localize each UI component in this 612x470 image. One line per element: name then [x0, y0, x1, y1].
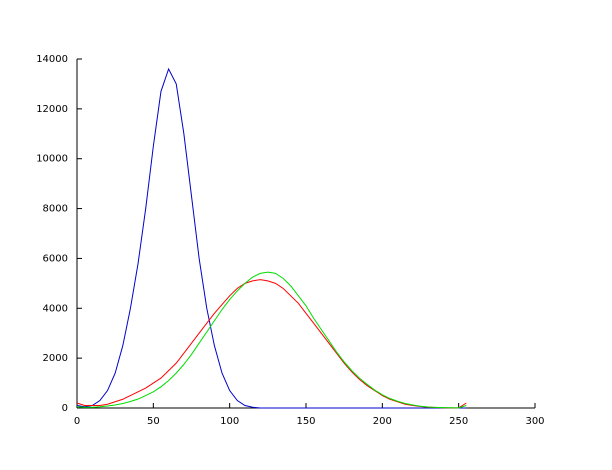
y-tick-label: 10000	[36, 154, 68, 165]
series-line	[76, 67, 467, 409]
series-line	[76, 279, 467, 409]
x-tick-label: 150	[296, 416, 315, 427]
y-tick-label: 14000	[36, 54, 68, 65]
x-tick-label: 0	[74, 416, 80, 427]
series-line	[76, 271, 467, 409]
x-tick-label: 300	[525, 416, 544, 427]
x-tick-label: 200	[373, 416, 392, 427]
y-tick-label: 6000	[43, 253, 68, 264]
y-tick-label: 4000	[43, 303, 68, 314]
x-tick-label: 250	[449, 416, 468, 427]
y-tick-label: 8000	[43, 204, 68, 215]
y-tick-label: 2000	[43, 353, 68, 364]
x-tick-label: 100	[220, 416, 239, 427]
y-tick-label: 0	[62, 403, 68, 414]
x-tick-label: 50	[147, 416, 160, 427]
y-tick-label: 12000	[36, 104, 68, 115]
